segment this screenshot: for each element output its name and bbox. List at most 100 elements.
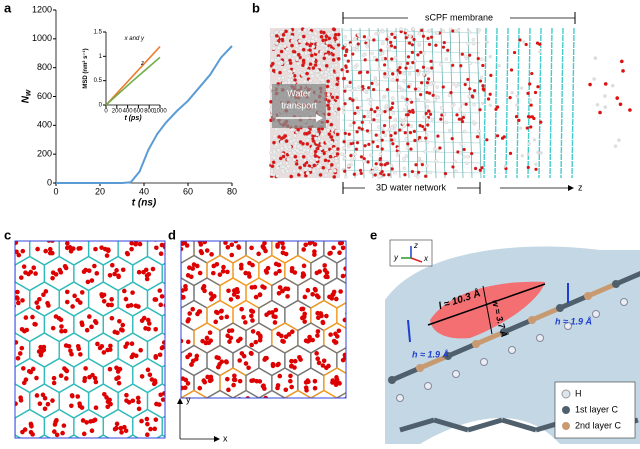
water (249, 314, 254, 319)
water (59, 373, 64, 378)
water (28, 370, 33, 375)
water (140, 374, 145, 379)
atom (343, 140, 346, 143)
atom (372, 38, 375, 41)
water (211, 271, 216, 276)
water (119, 327, 124, 332)
atom (306, 57, 310, 61)
water (105, 253, 110, 258)
atom (422, 52, 425, 55)
atom (311, 58, 315, 62)
water (262, 386, 267, 391)
water (308, 241, 313, 246)
water (221, 269, 226, 274)
atom (449, 91, 452, 94)
water (355, 339, 360, 344)
atom (337, 129, 341, 133)
height-label: h ≈ 1.9 Å (412, 349, 449, 359)
water (124, 398, 129, 403)
hexagon (285, 391, 311, 421)
atom (301, 73, 305, 77)
atom (378, 175, 381, 178)
atom (429, 113, 432, 116)
water (290, 410, 295, 415)
atom (299, 171, 303, 175)
atom (390, 44, 393, 47)
hexagon (59, 384, 88, 418)
atom (430, 66, 433, 69)
water (113, 427, 118, 432)
atom (409, 147, 412, 150)
water (296, 408, 301, 413)
hexagon (44, 308, 74, 342)
water (362, 249, 367, 254)
water (247, 408, 252, 413)
water (330, 380, 335, 385)
sheet (506, 28, 508, 178)
transport-label: transport (281, 100, 317, 110)
water (10, 396, 15, 401)
atom (310, 71, 314, 75)
atom (379, 152, 382, 155)
panel-c-lattice (0, 231, 206, 444)
atom (474, 167, 477, 170)
atom (295, 44, 299, 48)
water (341, 246, 346, 251)
atom (393, 46, 396, 49)
atom (308, 48, 312, 52)
water (349, 275, 354, 280)
atom (281, 169, 285, 173)
hexagon (15, 359, 44, 393)
water (52, 381, 57, 386)
atom (444, 172, 447, 175)
atom (434, 160, 437, 163)
water (313, 386, 318, 391)
atom (384, 163, 387, 166)
water (43, 249, 48, 254)
water (154, 245, 159, 250)
atom (529, 125, 532, 128)
atom (293, 134, 297, 138)
atom (442, 46, 445, 49)
atom (384, 106, 387, 109)
atom (301, 142, 305, 146)
atom (336, 77, 340, 81)
legend-swatch (562, 422, 570, 430)
atom (290, 35, 294, 39)
atom (423, 128, 426, 131)
atom (335, 96, 339, 100)
atom (374, 32, 377, 35)
water (116, 275, 121, 280)
water (355, 387, 360, 392)
atom (445, 57, 448, 60)
atom (345, 85, 348, 88)
atom (411, 28, 414, 31)
atom (463, 148, 466, 151)
water (83, 268, 88, 273)
atom (288, 74, 292, 78)
atom (604, 82, 608, 86)
atom (375, 162, 378, 165)
hydrogen (593, 311, 600, 318)
atom (462, 116, 465, 119)
atom (360, 155, 363, 158)
atom (455, 84, 458, 87)
atom (405, 36, 408, 39)
atom (286, 48, 290, 52)
water (158, 352, 163, 357)
water (202, 289, 207, 294)
water (277, 263, 282, 268)
atom (426, 105, 429, 108)
water (50, 398, 55, 403)
atom (410, 124, 413, 127)
hexagon (207, 391, 233, 421)
atom (412, 38, 415, 41)
atom (397, 147, 400, 150)
atom (528, 142, 531, 145)
water (346, 353, 351, 358)
water (281, 245, 286, 250)
atom (404, 66, 407, 69)
water (106, 247, 111, 252)
atom (538, 43, 541, 46)
water (8, 403, 13, 408)
